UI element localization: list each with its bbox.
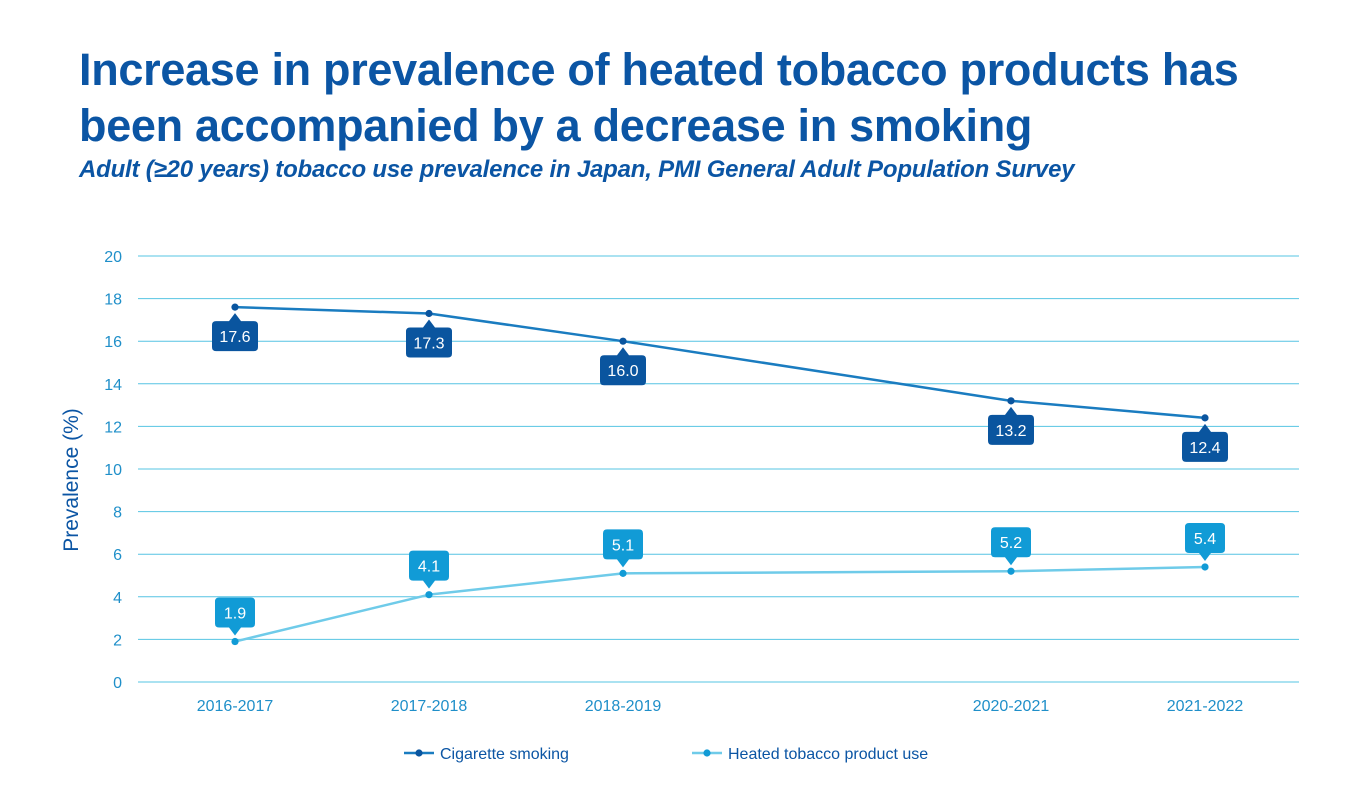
y-tick-label: 12: [104, 419, 122, 436]
data-point: [1007, 567, 1015, 575]
x-axis-ticks: 2016-2017 2017-2018 2018-2019 2020-2021 2021…: [197, 698, 1244, 715]
data-label: 5.1: [612, 537, 634, 554]
data-point: [1007, 397, 1015, 405]
page-title: Increase in prevalence of heated tobacco…: [79, 44, 1239, 151]
y-axis-label: Prevalence (%): [60, 408, 83, 552]
legend-label: Cigarette smoking: [440, 746, 569, 763]
data-label: 4.1: [418, 559, 440, 576]
data-label-callout: [1182, 423, 1228, 462]
data-point: [619, 569, 627, 577]
data-label: 1.9: [224, 606, 246, 623]
data-label-callout: [212, 313, 258, 352]
y-tick-label: 18: [104, 292, 122, 309]
legend-item: Cigarette smoking: [404, 746, 569, 763]
x-tick-label: 2021-2022: [1167, 698, 1244, 715]
data-point: [231, 303, 239, 311]
legend-marker: [415, 749, 423, 757]
data-label-callout: [215, 597, 255, 636]
data-point: [1201, 563, 1209, 571]
page-subtitle: Adult (≥20 years) tobacco use prevalence…: [79, 156, 1075, 183]
x-tick-label: 2020-2021: [973, 698, 1050, 715]
data-label-callout: [406, 319, 452, 358]
data-point: [231, 637, 239, 646]
series-heated-tobacco: 1.9 4.1 5.1 5.2 5.4: [215, 522, 1225, 646]
y-axis-ticks: 0 2 4 6 8 10 12 14 16 18 20: [104, 249, 122, 692]
series-cigarette-smoking: 17.6 17.3 16.0 13.2 12.4: [212, 303, 1228, 462]
legend-item: Heated tobacco product use: [692, 746, 928, 763]
data-point: [425, 309, 433, 318]
data-label: 17.6: [219, 329, 250, 346]
y-tick-label: 20: [104, 249, 122, 266]
gridlines: [138, 255, 1299, 683]
legend: Cigarette smoking Heated tobacco product …: [404, 746, 928, 763]
data-label-callout: [1185, 522, 1225, 561]
data-point: [619, 337, 627, 345]
data-label: 5.2: [1000, 535, 1022, 552]
x-tick-label: 2016-2017: [197, 698, 274, 715]
data-label: 12.4: [1189, 440, 1220, 457]
data-label-callout: [600, 347, 646, 386]
data-point: [425, 591, 433, 599]
y-tick-label: 16: [104, 334, 122, 351]
y-tick-label: 8: [113, 505, 122, 522]
data-label-callout: [603, 529, 643, 568]
data-point: [1201, 414, 1209, 422]
data-label-callout: [988, 406, 1034, 445]
x-tick-label: 2017-2018: [391, 698, 468, 715]
y-tick-label: 0: [113, 675, 122, 692]
series-group: 17.6 17.3 16.0 13.2 12.4 1.9 4.1 5.1 5.2 5.4: [212, 303, 1228, 646]
y-tick-label: 14: [104, 377, 122, 394]
data-label-callout: [991, 527, 1031, 566]
x-tick-label: 2018-2019: [585, 698, 662, 715]
y-tick-label: 10: [104, 462, 122, 479]
data-label: 16.0: [607, 363, 638, 380]
y-tick-label: 2: [113, 632, 122, 649]
series-line: [234, 565, 1206, 643]
data-label: 17.3: [413, 336, 444, 353]
y-tick-label: 4: [113, 590, 122, 607]
legend-marker: [703, 749, 711, 757]
legend-label: Heated tobacco product use: [728, 746, 928, 763]
y-tick-label: 6: [113, 547, 122, 564]
data-label-callout: [409, 550, 449, 589]
series-line: [234, 305, 1206, 420]
data-label: 13.2: [995, 423, 1026, 440]
data-label: 5.4: [1194, 531, 1216, 548]
